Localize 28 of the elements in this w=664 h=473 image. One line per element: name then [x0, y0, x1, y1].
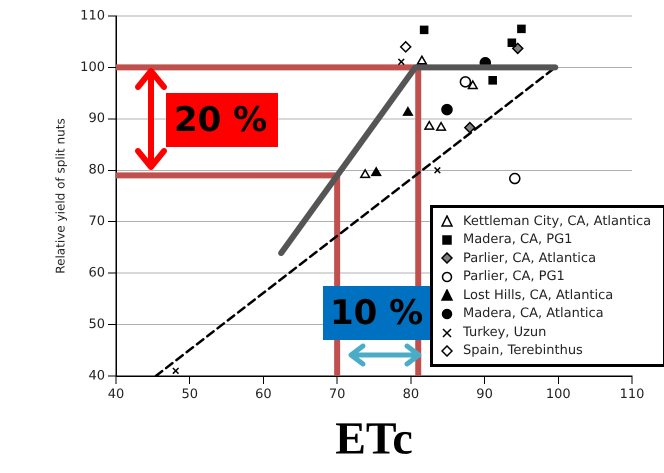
x-tick-label: 90: [476, 387, 493, 402]
legend-label: Kettleman City, CA, Atlantica: [463, 214, 652, 229]
y-tick-label: 70: [88, 214, 105, 230]
x-tick-label: 50: [181, 387, 198, 402]
y-tick-label: 40: [88, 368, 105, 384]
annotation: 10 %: [330, 292, 424, 335]
y-tick-label: 100: [80, 60, 105, 75]
legend-label: Madera, CA, Atlantica: [463, 306, 604, 322]
legend-label: Parlier, CA, PG1: [463, 269, 565, 284]
y-tick-label: 110: [80, 8, 105, 24]
y-tick-label: 90: [88, 111, 105, 126]
x-tick-label: 80: [402, 387, 420, 402]
annotation: 20 %: [174, 99, 268, 142]
y-tick-label: 50: [88, 316, 105, 332]
legend-label: Turkey, Uzun: [463, 324, 546, 340]
x-axis-title: ETc: [335, 412, 413, 464]
y-axis-title: Relative yield of split nuts: [53, 118, 68, 274]
x-tick-label: 40: [108, 387, 124, 402]
x-tick-label: 110: [620, 387, 644, 402]
x-tick-label: 60: [255, 387, 272, 402]
legend-label: Spain, Terebinthus: [463, 343, 583, 358]
y-tick-label: 60: [88, 266, 105, 281]
legend-label: Lost Hills, CA, Atlantica: [463, 288, 614, 303]
x-tick-label: 70: [328, 387, 346, 402]
y-tick-label: 80: [88, 162, 105, 178]
legend-label: Madera, CA, PG1: [463, 232, 572, 248]
legend-label: Parlier, CA, Atlantica: [463, 250, 596, 266]
x-tick-label: 100: [546, 387, 571, 402]
